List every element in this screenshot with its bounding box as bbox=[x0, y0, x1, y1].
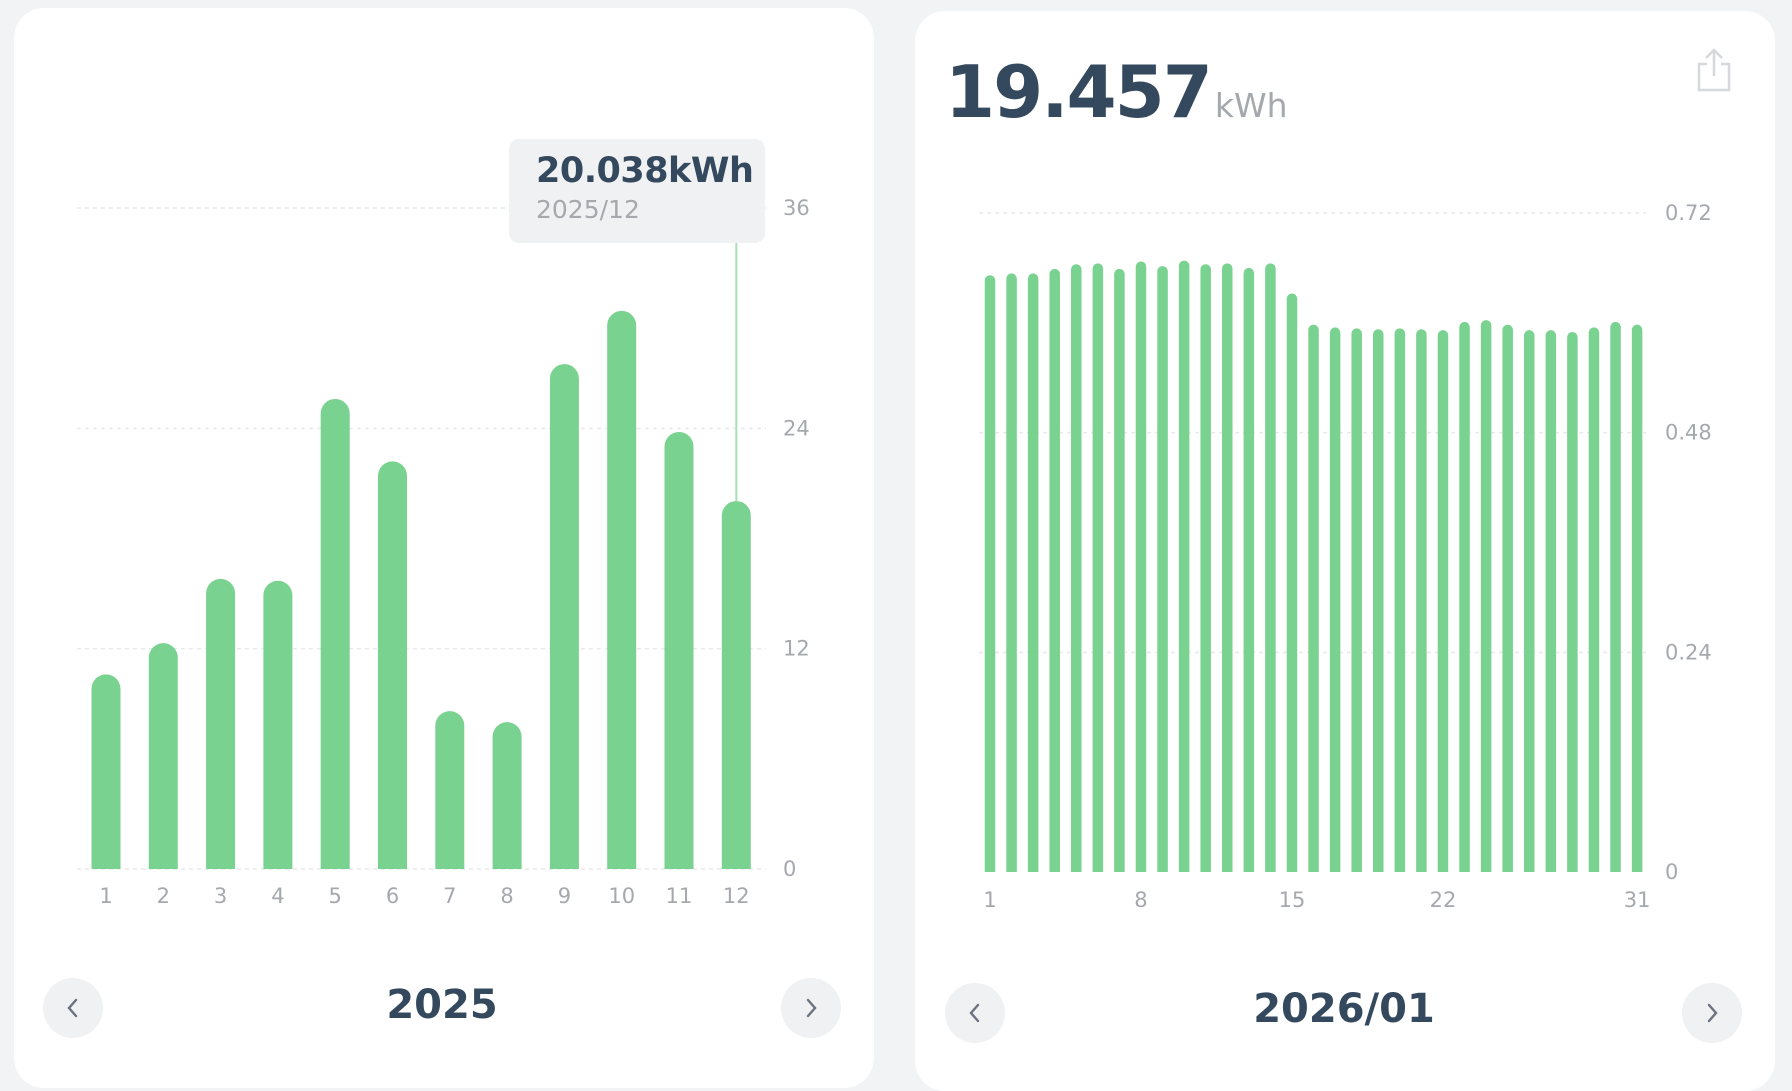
monthly-total: 19.457 kWh bbox=[945, 50, 1288, 134]
tooltip-value: 20.038kWh bbox=[536, 151, 754, 191]
prev-year-button[interactable] bbox=[43, 978, 103, 1038]
next-year-button[interactable] bbox=[781, 978, 841, 1038]
chevron-right-icon bbox=[1707, 1003, 1718, 1023]
total-value: 19.457 bbox=[945, 50, 1213, 134]
chart-tooltip: 20.038kWh 2025/12 bbox=[509, 139, 765, 243]
year-label: 2025 bbox=[386, 982, 498, 1028]
total-unit: kWh bbox=[1214, 86, 1288, 125]
chevron-left-icon bbox=[67, 998, 78, 1018]
tooltip-date: 2025/12 bbox=[536, 195, 640, 224]
monthly-chart-card bbox=[915, 11, 1775, 1091]
share-button[interactable] bbox=[1694, 46, 1734, 94]
prev-month-button[interactable] bbox=[945, 983, 1005, 1043]
next-month-button[interactable] bbox=[1682, 983, 1742, 1043]
month-label: 2026/01 bbox=[1253, 986, 1435, 1032]
chevron-left-icon bbox=[969, 1003, 980, 1023]
chevron-right-icon bbox=[806, 998, 817, 1018]
share-icon bbox=[1697, 48, 1731, 92]
